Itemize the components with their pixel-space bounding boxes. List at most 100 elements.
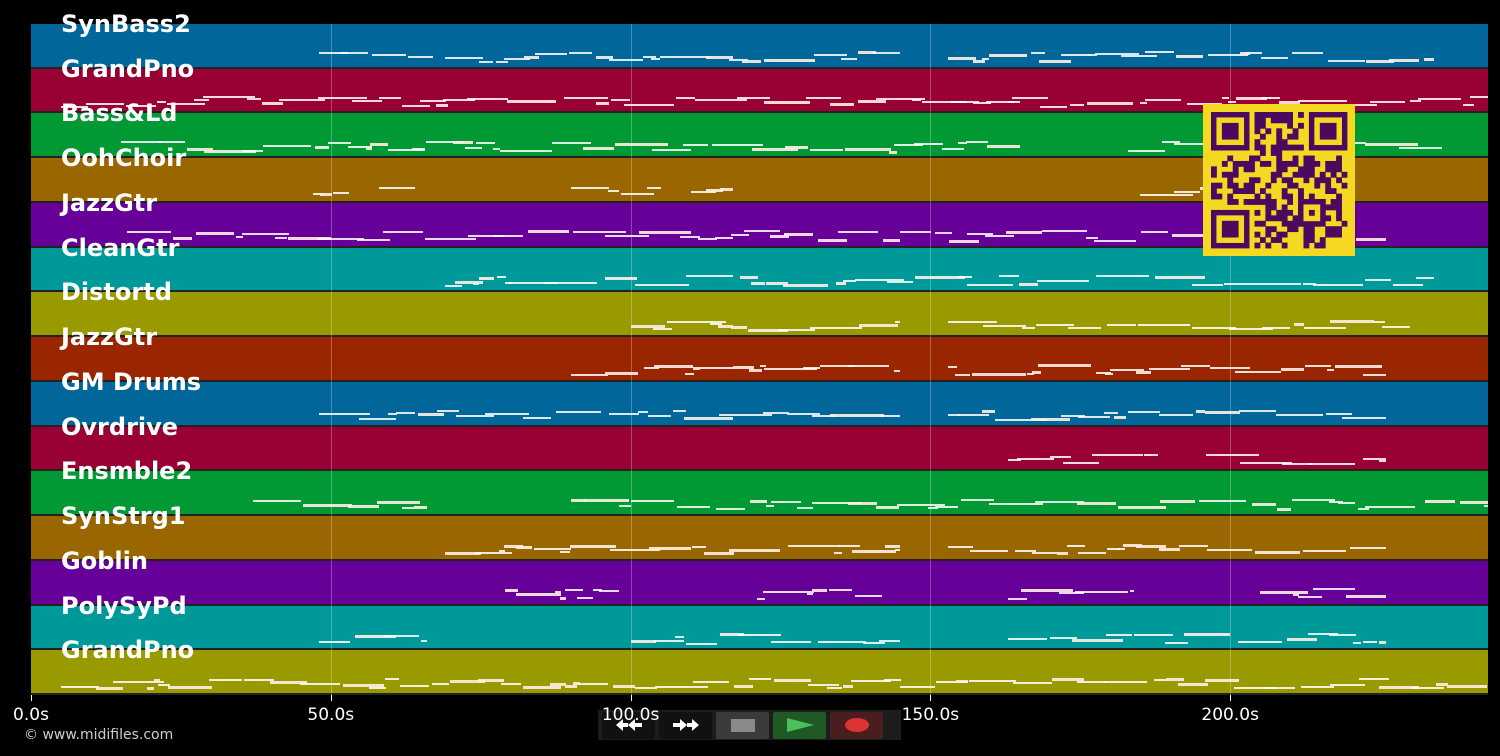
midi-note xyxy=(1135,544,1166,548)
midi-note xyxy=(1062,461,1100,464)
midi-note xyxy=(1307,633,1339,636)
track-lane[interactable] xyxy=(31,471,1488,517)
midi-note xyxy=(1148,367,1190,370)
track-lane[interactable] xyxy=(31,516,1488,561)
midi-note xyxy=(1260,590,1309,594)
play-button[interactable] xyxy=(773,711,826,739)
midi-note xyxy=(1173,142,1211,145)
track-name-label: Ensmble2 xyxy=(61,457,193,486)
midi-note xyxy=(751,282,766,286)
track-lane[interactable] xyxy=(31,605,1488,651)
midi-note xyxy=(1353,641,1362,644)
midi-note xyxy=(204,149,257,153)
midi-note xyxy=(1095,372,1111,375)
midi-note xyxy=(848,364,889,367)
midi-note xyxy=(593,589,602,592)
record-button[interactable] xyxy=(830,711,883,739)
midi-note xyxy=(120,140,162,143)
midi-note xyxy=(1184,633,1231,637)
midi-note xyxy=(157,100,166,103)
track-lane[interactable] xyxy=(31,24,1488,69)
track-name-label: GrandPno xyxy=(61,636,195,665)
midi-note xyxy=(1462,103,1474,106)
midi-note xyxy=(524,55,539,59)
midi-note xyxy=(1135,371,1151,375)
midi-note xyxy=(604,277,637,281)
midi-note xyxy=(186,148,214,152)
midi-note xyxy=(534,547,572,550)
midi-note xyxy=(1278,100,1300,104)
midi-note xyxy=(896,504,945,507)
midi-note xyxy=(820,365,856,368)
midi-note xyxy=(858,324,899,328)
midi-note xyxy=(499,550,506,553)
midi-note xyxy=(621,193,654,196)
midi-note xyxy=(516,592,561,596)
midi-note xyxy=(1234,687,1275,690)
midi-note xyxy=(985,100,1020,103)
midi-note xyxy=(468,234,504,237)
track-lane[interactable] xyxy=(31,426,1488,472)
midi-note xyxy=(478,678,504,682)
midi-note xyxy=(966,141,989,144)
rewind-button[interactable] xyxy=(602,711,655,739)
midi-note xyxy=(1017,458,1054,461)
time-gridline xyxy=(630,24,632,695)
midi-note xyxy=(1192,283,1223,286)
midi-note xyxy=(958,275,973,278)
midi-note xyxy=(697,237,718,240)
midi-note xyxy=(1187,102,1222,105)
midi-note xyxy=(1036,324,1075,327)
midi-note xyxy=(577,597,594,600)
midi-note xyxy=(967,284,1013,287)
midi-note xyxy=(86,103,124,106)
midi-note xyxy=(812,414,835,417)
midi-note xyxy=(1096,275,1150,278)
midi-note xyxy=(624,103,675,106)
midi-note xyxy=(1326,412,1353,415)
midi-note xyxy=(376,501,420,505)
midi-note xyxy=(516,545,532,549)
midi-note xyxy=(1057,551,1068,555)
midi-note xyxy=(1411,686,1444,689)
midi-note xyxy=(837,230,878,233)
midi-note xyxy=(985,235,1014,238)
transport-controls xyxy=(598,710,901,740)
midi-note xyxy=(814,54,847,57)
midi-note xyxy=(715,236,733,239)
midi-note xyxy=(1365,143,1419,147)
midi-note xyxy=(432,682,449,685)
time-tick xyxy=(930,695,932,701)
midi-note xyxy=(886,280,913,283)
fast-forward-button[interactable] xyxy=(659,711,712,739)
midi-note xyxy=(667,321,675,324)
midi-note xyxy=(855,278,904,281)
midi-note xyxy=(731,233,749,236)
midi-note xyxy=(922,101,968,104)
midi-note xyxy=(691,545,707,548)
qr-code[interactable] xyxy=(1203,104,1355,256)
midi-note xyxy=(1051,678,1084,682)
midi-note xyxy=(783,232,813,236)
midi-note xyxy=(569,52,592,54)
midi-note xyxy=(1036,279,1089,282)
midi-note xyxy=(167,102,205,105)
midi-note xyxy=(365,146,372,150)
track-lane[interactable] xyxy=(31,337,1488,382)
midi-note xyxy=(1238,410,1276,413)
midi-note xyxy=(316,238,364,241)
midi-note xyxy=(900,231,932,234)
midi-note xyxy=(1365,60,1394,64)
midi-note xyxy=(1035,501,1084,504)
midi-note xyxy=(505,281,512,284)
stop-button[interactable] xyxy=(716,711,769,739)
midi-note xyxy=(1294,323,1305,327)
midi-note xyxy=(1086,101,1134,105)
midi-note xyxy=(340,51,369,54)
midi-note xyxy=(1246,51,1262,54)
midi-note xyxy=(987,144,1021,148)
midi-note xyxy=(332,192,349,195)
midi-note xyxy=(565,588,583,591)
midi-note xyxy=(643,55,656,58)
track-lane[interactable] xyxy=(31,381,1488,427)
